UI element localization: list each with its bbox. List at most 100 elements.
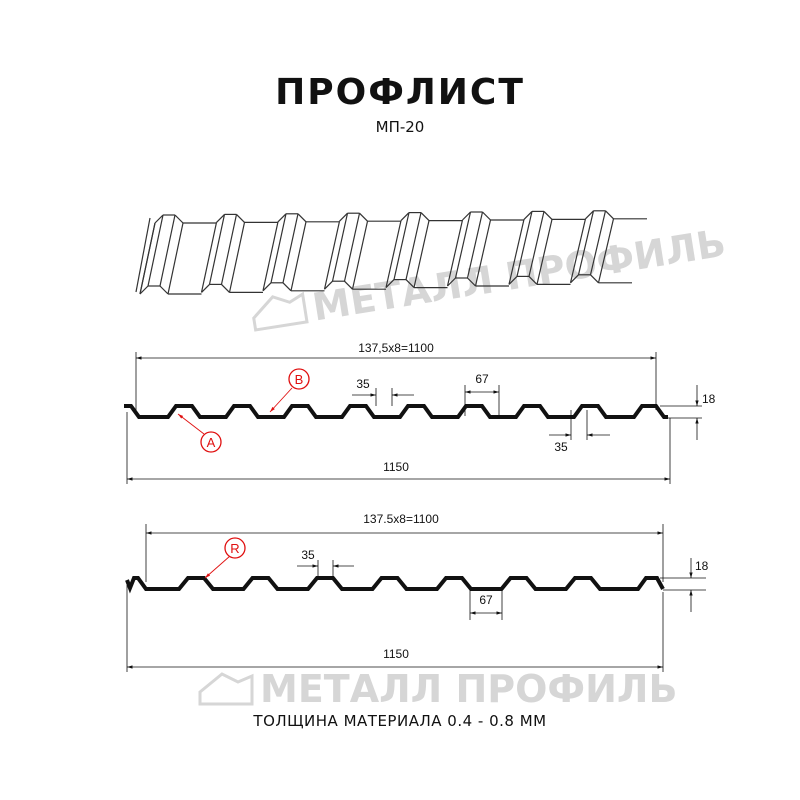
profile-a-outline — [124, 404, 668, 419]
page-title: ПРОФЛИСТ — [275, 72, 525, 113]
sheet-edge-line — [536, 219, 553, 285]
sheet-edge-line — [262, 221, 279, 291]
watermark-2: МЕТАЛЛ ПРОФИЛЬ — [198, 667, 677, 711]
sheet-edge-line — [400, 212, 410, 222]
sheet-edge-line — [339, 212, 348, 222]
sheet-edge-line — [385, 220, 402, 288]
callout-a-leader — [177, 413, 205, 435]
sheet-edge-line — [154, 214, 164, 224]
sheet-edge-line — [447, 277, 456, 287]
sheet-edge-line — [508, 219, 525, 285]
sheet-edge-line — [221, 283, 230, 293]
sheet-edge-line — [200, 222, 218, 293]
sheet-edge-line — [589, 210, 607, 275]
sheet-edge-line — [270, 213, 287, 283]
profile-r-outline — [125, 576, 665, 594]
sheet-edge-line — [585, 210, 594, 220]
watermark-text: МЕТАЛЛ ПРОФИЛЬ — [260, 667, 677, 711]
crest-width-label: 35 — [301, 548, 315, 562]
sheet-edge-line — [331, 213, 349, 282]
sheet-edge-line — [323, 221, 341, 290]
callout-a-circle — [200, 431, 222, 453]
sheet-edge-line — [466, 211, 484, 279]
width-label: 1150 — [383, 460, 409, 474]
sheet-edge-line — [570, 274, 579, 284]
sheet-edge-line — [343, 213, 361, 282]
sheet-edge-line — [569, 218, 587, 283]
sheet-edge-line — [290, 221, 307, 291]
sheet-edge-line — [482, 211, 491, 221]
height-label: 18 — [695, 559, 709, 573]
material-thickness-note: ТОЛЩИНА МАТЕРИАЛА 0.4 - 0.8 ММ — [253, 712, 547, 730]
sheet-edge-line — [208, 214, 226, 285]
callout-b-label: B — [295, 372, 304, 387]
sheet-edge-line — [420, 212, 430, 222]
callout-b-leader — [269, 387, 293, 413]
sheet-edge-line — [393, 212, 410, 280]
sheet-edge-line — [147, 214, 164, 287]
crest-width-label-bottom: 35 — [554, 440, 568, 454]
sheet-edge-line — [467, 277, 476, 287]
pitch-label: 137.5x8=1100 — [363, 512, 439, 526]
callout-r-label: R — [230, 541, 239, 556]
sheet-edge-line — [590, 274, 599, 284]
sheet-edge-line — [344, 280, 353, 290]
profile-a-section: 137,5x8=1100 1150 35 67 35 18 — [124, 341, 716, 484]
sheet-edge-line — [174, 214, 184, 224]
sheet-edge-line — [413, 220, 430, 288]
sheet-edge-line — [139, 285, 149, 295]
sheet-edge-line — [523, 210, 533, 220]
sheet-edge-line — [405, 212, 422, 280]
watermark-logo-icon — [252, 291, 309, 332]
sheet-edge-line — [474, 219, 492, 287]
sheet-edge-line — [351, 221, 369, 290]
sheet-edge-line — [236, 213, 245, 223]
sheet-edge-line — [405, 279, 415, 289]
watermark-logo-icon — [198, 672, 254, 706]
sheet-edge-line — [359, 212, 368, 222]
watermark-text: МЕТАЛЛ ПРОФИЛЬ — [309, 221, 728, 330]
sheet-edge-line — [139, 222, 156, 295]
sheet-edge-line — [282, 213, 299, 283]
sheet-edge-line — [543, 210, 553, 220]
trough-width-label: 67 — [475, 372, 489, 386]
sheet-edge-line — [385, 279, 395, 289]
sheet-3d-view — [135, 210, 647, 295]
crest-width-label: 35 — [356, 377, 370, 391]
callout-r-circle — [224, 537, 246, 559]
width-label: 1150 — [383, 647, 409, 661]
pitch-label: 137,5x8=1100 — [358, 341, 434, 355]
sheet-edge-line — [577, 210, 595, 275]
sheet-edge-line — [277, 213, 287, 223]
callout-r-leader — [204, 555, 231, 579]
sheet-edge-line — [454, 211, 472, 279]
model-subtitle: МП-20 — [375, 118, 425, 136]
sheet-edge-line — [528, 275, 538, 285]
sheet-edge-line — [282, 282, 292, 292]
sheet-edge-line — [159, 214, 176, 287]
sheet-edge-line — [228, 222, 246, 293]
sheet-edge-line — [159, 285, 169, 295]
sheet-edge-line — [446, 219, 464, 287]
sheet-edge-line — [167, 222, 184, 295]
sheet-edge-line — [462, 211, 471, 221]
sheet-edge-line — [201, 283, 210, 293]
sheet-edge-line — [324, 280, 333, 290]
callout-b-circle — [288, 368, 310, 390]
sheet-edge-line — [516, 211, 533, 277]
trough-width-label: 67 — [479, 593, 493, 607]
height-label: 18 — [702, 392, 716, 406]
sheet-edge-line — [597, 218, 615, 283]
profile-r-section: 137.5x8=1100 1150 35 67 18 R — [125, 512, 709, 672]
sheet-edge-line — [508, 275, 518, 285]
sheet-edge-line — [297, 213, 307, 223]
sheet-edge-line — [220, 214, 238, 285]
sheet-edge-line — [528, 211, 545, 277]
sheet-edge-line — [605, 210, 614, 220]
watermark-1: МЕТАЛЛ ПРОФИЛЬ — [252, 221, 729, 332]
sheet-edge-line — [262, 282, 272, 292]
sheet-edge-line — [135, 217, 151, 293]
sheet-edge-line — [216, 213, 225, 223]
